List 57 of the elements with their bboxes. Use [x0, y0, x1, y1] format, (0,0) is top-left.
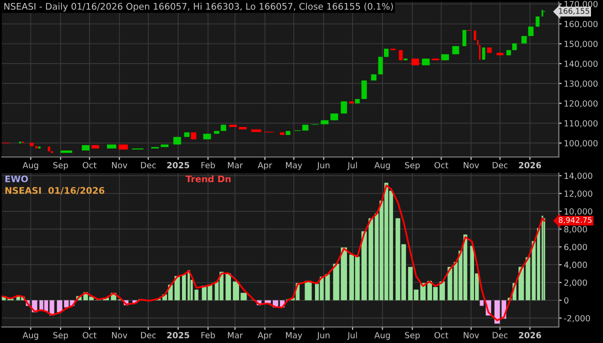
x-tick-label: Mar — [228, 332, 243, 338]
x-tick-label: Aug — [22, 162, 38, 170]
x-tick-label: Jul — [347, 162, 357, 170]
y-tick-label: 4,000 — [564, 262, 587, 269]
x-tick-label: Sep — [53, 332, 68, 340]
x-tick-label: Dec — [492, 332, 508, 338]
x-tick-label: Nov — [112, 332, 128, 338]
x-tick-label: Dec — [141, 332, 156, 338]
x-tick-label: Dec — [492, 162, 508, 168]
x-tick-label: Jul — [347, 332, 357, 340]
x-tick-label: 2026 — [518, 162, 542, 168]
y-tick-label: 0 — [564, 297, 568, 304]
x-tick-label: Oct — [434, 162, 448, 168]
chart-title: NSEASI - Daily 01/16/2026 Open 166057, Hi 166303, Lo 166057, Close 166155 (0.1%) — [4, 2, 393, 12]
y-tick-label: 100,000 — [564, 140, 598, 148]
x-tick-label: Nov — [464, 332, 479, 338]
annotation: NSEASI 01/16/2026 — [5, 187, 104, 195]
y-tick-label: 130,000 — [564, 80, 598, 88]
y-tick-label: -2,000 — [564, 315, 590, 322]
x-tick-label: Mar — [228, 162, 243, 168]
y-tick-label: 110,000 — [564, 120, 598, 128]
x-tick-label: Sep — [405, 332, 420, 340]
x-tick-label: Feb — [201, 162, 215, 168]
x-tick-label: Jun — [316, 332, 330, 340]
x-tick-label: Feb — [201, 332, 215, 338]
x-tick-label: Aug — [374, 162, 390, 170]
x-tick-label: 2025 — [167, 332, 190, 338]
x-tick-label: May — [286, 332, 302, 340]
annotation: EWO — [5, 175, 28, 182]
x-tick-label: Nov — [464, 162, 479, 168]
x-tick-label: Sep — [53, 162, 68, 170]
x-tick-label: May — [286, 162, 302, 170]
annotation: Trend Dn — [186, 175, 231, 182]
x-tick-label: Jun — [316, 162, 330, 170]
y-tick-label: 2,000 — [564, 279, 587, 287]
y-tick-label: 8,000 — [564, 226, 587, 234]
y-tick-label: 170,000 — [564, 0, 598, 8]
x-tick-label: Sep — [405, 162, 420, 170]
x-tick-label: 2026 — [518, 332, 542, 338]
x-tick-label: Aug — [374, 332, 390, 340]
x-tick-label: Dec — [141, 162, 156, 168]
x-tick-label: 2025 — [167, 162, 190, 168]
y-tick-label: 10,000 — [564, 208, 592, 216]
y-tick-label: 160,000 — [564, 20, 598, 28]
x-tick-label: Nov — [112, 162, 128, 168]
x-tick-label: Aug — [22, 332, 38, 340]
y-tick-label: 14,000 — [564, 172, 592, 180]
y-tick-label: 12,000 — [564, 190, 592, 198]
y-tick-label: 120,000 — [564, 100, 598, 108]
x-tick-label: Oct — [82, 332, 97, 338]
x-tick-label: Oct — [82, 162, 97, 168]
y-tick-label: 150,000 — [564, 40, 598, 48]
x-tick-label: Apr — [258, 332, 272, 340]
x-tick-label: Oct — [434, 332, 448, 338]
y-tick-label: 6,000 — [564, 244, 587, 252]
y-tick-label: 140,000 — [564, 60, 598, 68]
x-tick-label: Apr — [258, 162, 272, 170]
